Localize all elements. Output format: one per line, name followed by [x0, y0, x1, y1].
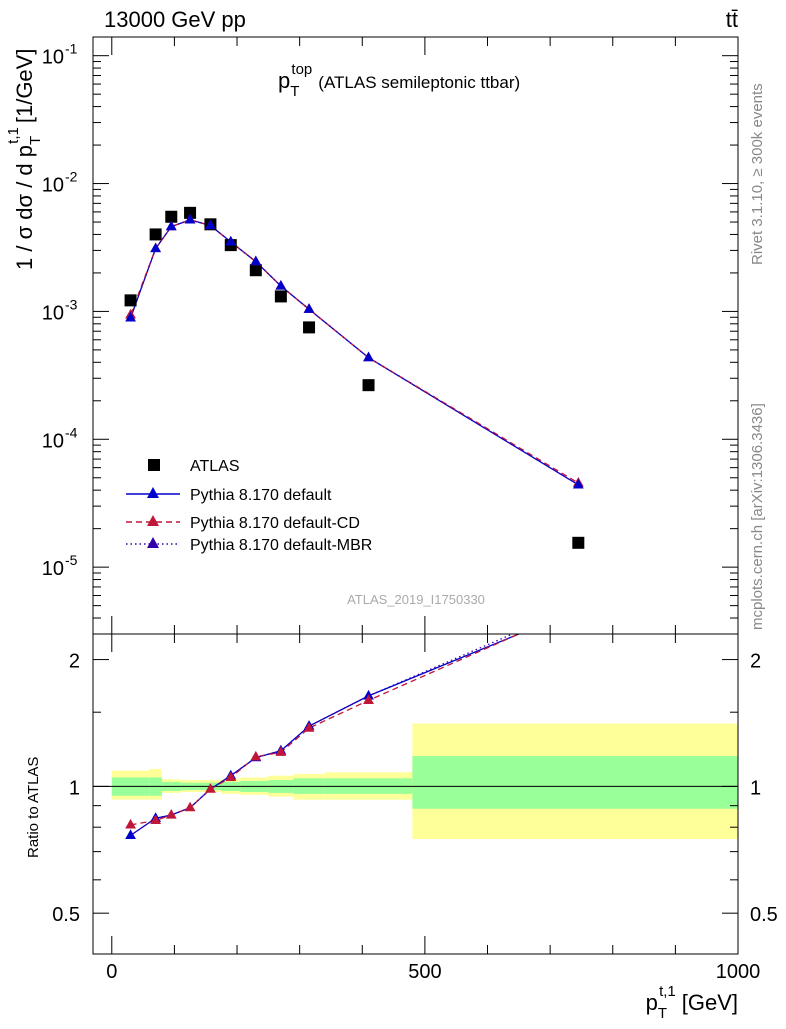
- main-y-tick-label: 10: [42, 47, 64, 69]
- ratio-ylabel: Ratio to ATLAS: [25, 757, 42, 858]
- ratio-point: [363, 694, 374, 704]
- rivet-label: Rivet 3.1.10, ≥ 300k events: [749, 83, 766, 265]
- main-panel: 10-110-210-310-410-5 pTtop(ATLAS semilep…: [5, 36, 739, 635]
- ratio-band-inner: [412, 756, 738, 809]
- ratio-x-tick-label: 1000: [716, 961, 761, 983]
- mcplots-label: mcplots.cern.ch [arXiv:1306.3436]: [749, 403, 766, 630]
- main-series-markers: [124, 206, 585, 549]
- ratio-point: [225, 771, 237, 782]
- main-point-1: [184, 213, 196, 224]
- title-sup: top: [291, 61, 312, 78]
- main-line-3: [129, 219, 579, 486]
- main-point-atlas: [124, 294, 137, 307]
- legend-label-mbr: Pythia 8.170 default-MBR: [190, 537, 372, 554]
- main-point-1: [165, 220, 177, 231]
- ratio-x-ticks: 0 500 1000: [106, 634, 760, 983]
- process-label: tt̄: [726, 7, 738, 32]
- legend-label-default: Pythia 8.170 default: [190, 487, 332, 504]
- ratio-y-tick-label-right: 2: [750, 651, 761, 673]
- ratio-point: [125, 829, 136, 839]
- main-point-1: [150, 242, 162, 253]
- ratio-point: [205, 783, 216, 793]
- main-point-1: [225, 235, 237, 246]
- main-point-1: [205, 219, 216, 230]
- ratio-panel: 2 2 1 1 0.5 0.5 0 500 1000 Ratio to ATLAS pTt,1…: [25, 633, 778, 1022]
- legend-label-atlas: ATLAS: [190, 458, 240, 475]
- title-rest: (ATLAS semileptonic ttbar): [318, 73, 520, 92]
- main-point-1: [363, 351, 374, 362]
- ratio-y-ticks: 2 2 1 1 0.5 0.5: [52, 651, 778, 927]
- main-point-atlas: [149, 228, 162, 241]
- xlabel-main: p: [646, 990, 658, 1015]
- ratio-x-tick-label: 0: [106, 961, 117, 983]
- ratio-point: [184, 801, 196, 812]
- legend-marker-mbr: [147, 537, 159, 548]
- main-point-atlas: [274, 290, 287, 303]
- main-line-1: [129, 219, 579, 486]
- ratio-frame: [92, 633, 739, 955]
- ylabel-sub: T: [27, 136, 44, 145]
- legend-marker-atlas: [148, 459, 160, 471]
- main-y-tick-exponent: -3: [65, 296, 78, 312]
- ratio-y-tick-label: 0.5: [52, 904, 80, 926]
- main-y-tick-exponent: -1: [65, 41, 78, 57]
- main-series-lines: [129, 219, 579, 486]
- plot-title: pTtop (ATLAS semileptonic ttbar): [278, 61, 520, 100]
- xlabel-unit: [GeV]: [682, 990, 738, 1015]
- ratio-point: [303, 722, 315, 732]
- main-point-1: [303, 303, 315, 313]
- ratio-point: [275, 746, 287, 756]
- ratio-point: [150, 814, 162, 825]
- ratio-xlabel: pTt,1 [GeV]: [646, 983, 738, 1022]
- main-point-atlas: [184, 206, 197, 219]
- ratio-series-markers: [125, 689, 374, 839]
- main-y-ticks: 10-110-210-310-410-5: [42, 41, 738, 635]
- main-y-tick-exponent: -5: [65, 552, 78, 568]
- main-y-tick-label: 10: [42, 302, 64, 324]
- main-y-tick-label: 10: [42, 175, 64, 197]
- ratio-y-tick-label-right: 0.5: [750, 904, 778, 926]
- analysis-watermark: ATLAS_2019_I1750330: [347, 592, 485, 607]
- main-point-atlas: [303, 321, 316, 334]
- ylabel-sup: t,1: [5, 127, 22, 144]
- main-y-tick-exponent: -4: [65, 424, 78, 440]
- ratio-uncertainty-bands: [111, 723, 738, 840]
- ratio-y-tick-label: 1: [69, 777, 80, 799]
- energy-label: 13000 GeV pp: [104, 7, 246, 32]
- legend-label-cd: Pythia 8.170 default-CD: [190, 515, 360, 532]
- main-ylabel: 1 / σ dσ / d pTt,1 [1/GeV]: [5, 49, 44, 270]
- legend-marker-cd: [147, 515, 159, 526]
- ratio-point: [165, 809, 177, 819]
- title-main: p: [278, 68, 290, 93]
- main-point-atlas: [165, 210, 178, 223]
- ratio-point: [250, 750, 262, 761]
- legend-marker-default: [147, 487, 159, 498]
- main-y-tick-label: 10: [42, 558, 64, 580]
- main-point-1: [250, 255, 262, 266]
- main-point-1: [125, 311, 136, 322]
- ylabel-unit: [1/GeV]: [12, 49, 37, 124]
- xlabel-sup: t,1: [659, 983, 676, 1000]
- main-point-atlas: [572, 536, 585, 549]
- ratio-x-tick-label: 500: [408, 961, 441, 983]
- legend: ATLAS Pythia 8.170 default Pythia 8.170 …: [126, 458, 372, 554]
- main-point-1: [275, 280, 287, 290]
- title-sub: T: [290, 83, 299, 100]
- ratio-point: [125, 818, 136, 829]
- main-y-tick-exponent: -2: [65, 169, 78, 185]
- main-point-atlas: [249, 264, 262, 277]
- main-point-atlas: [362, 379, 375, 392]
- xlabel-sub: T: [658, 1005, 667, 1022]
- main-point-1: [572, 478, 584, 489]
- main-y-tick-label: 10: [42, 430, 64, 452]
- ylabel-text: 1 / σ dσ / d p: [12, 145, 37, 270]
- main-x-ticks: [111, 37, 739, 634]
- ratio-y-tick-label-right: 1: [750, 777, 761, 799]
- ratio-y-tick-label: 2: [69, 651, 80, 673]
